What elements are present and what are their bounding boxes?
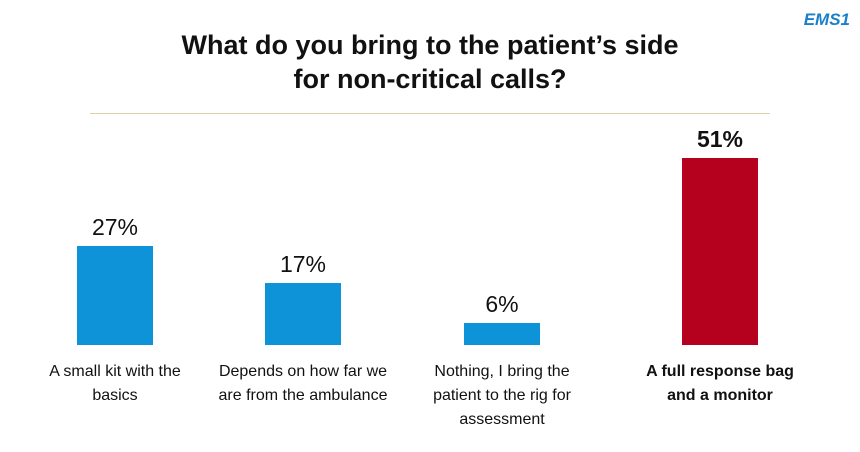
bar	[265, 282, 341, 345]
bar	[464, 323, 540, 345]
bar	[77, 246, 153, 345]
chart-title: What do you bring to the patient’s side …	[181, 30, 679, 94]
value-label: 27%	[91, 214, 139, 240]
category-label: A small kit with the basics	[49, 363, 181, 404]
separator	[90, 113, 770, 114]
category-label: A full response bag and a monitor	[646, 363, 794, 404]
value-label: 17%	[279, 250, 327, 277]
category-label: Nothing, I bring the patient to the rig …	[433, 363, 571, 428]
category-label: Depends on how far we are from the ambul…	[218, 363, 388, 404]
bar	[682, 158, 758, 345]
value-label: 51%	[696, 126, 744, 152]
logo: EMS1	[803, 10, 850, 29]
value-label: 6%	[485, 291, 519, 317]
